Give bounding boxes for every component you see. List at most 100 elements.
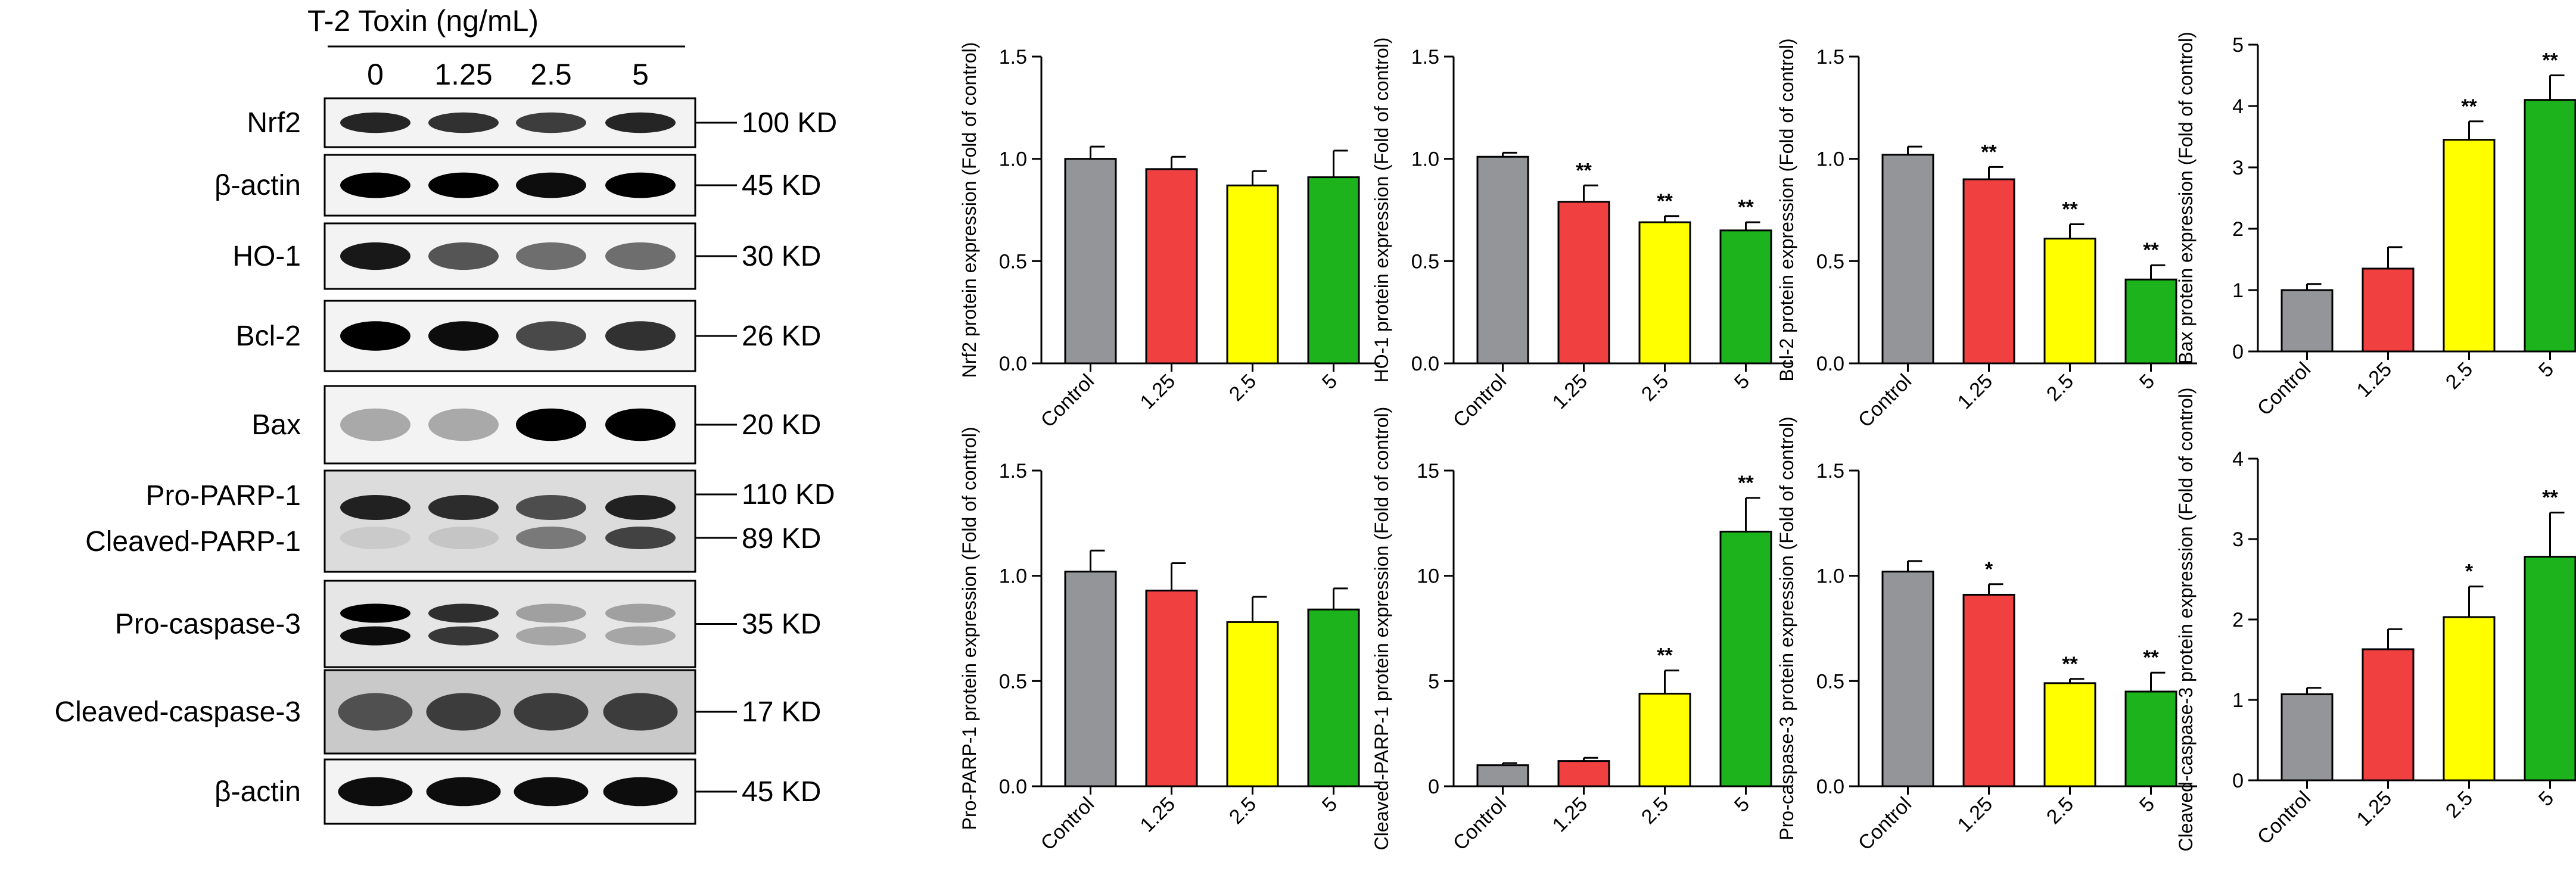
blot-band [605,408,676,441]
blot-band [605,603,676,623]
bar-5 [2124,690,2177,787]
y-tick-label: 15 [1417,460,1439,482]
x-tick-label: 2.5 [2042,370,2078,406]
blot-row: β-actin 45 KD [214,154,821,217]
bar-chart: 0 5 10 15 Cleaved-PARP-1 protein expression … [1371,407,1792,855]
blot-band [516,408,586,441]
blot-band [428,527,499,549]
x-tick-label: 5 [1730,793,1754,817]
y-tick-label: 0 [2232,770,2244,792]
x-tick-label: 5 [2534,787,2558,811]
x-tick-label: 1.25 [1135,370,1180,414]
bar-2_5 [2443,139,2496,353]
mw-label: 100 KD [742,107,837,139]
bar-control [2281,693,2334,782]
x-tick-label: 2.5 [1637,793,1673,829]
bar-chart: 0.0 0.5 1.0 1.5 Pro-caspase-3 protein expres… [1776,416,2197,855]
bar-chart: 0.0 0.5 1.0 1.5 Pro-PARP-1 protein expressio… [959,426,1380,855]
x-tick-label: 2.5 [1637,370,1673,406]
blot-row: Cleaved-caspase-3 17 KD [54,669,821,755]
blot-band [426,777,501,807]
x-tick-label: Control [1854,793,1916,855]
significance-marker: ** [1738,196,1754,219]
bar-5 [1719,530,1772,787]
bar-5 [1307,608,1360,787]
blot-band [340,408,410,441]
y-tick-label: 0.5 [999,250,1027,273]
bar-2_5 [2043,682,2096,787]
x-tick-label: 1.25 [1548,793,1592,837]
x-tick-label: Control [1854,370,1916,432]
x-tick-label: 1.25 [1953,793,1997,837]
protein-label: Cleaved-caspase-3 [54,696,301,728]
y-tick-label: 1.0 [999,148,1027,171]
blot-band [516,603,586,623]
bar-1_25 [1557,201,1610,365]
y-tick-label: 1.0 [1411,148,1439,171]
bar-control [1476,764,1529,787]
y-axis-label: Bax protein expression (Fold of control) [2175,32,2197,364]
y-tick-label: 0.5 [1816,250,1844,273]
blot-band [338,777,413,807]
blot-row: Nrf2 100 KD [247,97,837,148]
x-tick-label: 2.5 [1225,793,1261,829]
blot-band [605,112,676,133]
mw-label: 30 KD [742,241,821,272]
x-tick-label: 5 [1730,370,1754,394]
bar-2_5 [2443,616,2496,782]
blot-band [605,626,676,646]
bar-5 [2524,556,2576,782]
blot-band [428,321,499,351]
blot-band [340,603,410,623]
protein-label: β-actin [214,776,301,808]
x-tick-label: 2.5 [1225,370,1261,406]
y-tick-label: 1.5 [999,46,1027,69]
lane-label: 1.25 [434,58,492,91]
bar-1_25 [2362,267,2415,353]
blot-band [516,527,586,549]
blot-panel [323,469,696,573]
mw-label: 17 KD [742,696,821,728]
blot-band [605,172,676,198]
x-tick-label: 5 [2135,370,2159,394]
blot-band [340,242,410,270]
bar-5 [2124,278,2177,365]
blot-band [516,112,586,133]
bar-2_5 [1226,621,1279,787]
y-axis-label: HO-1 protein expression (Fold of control… [1371,38,1392,383]
blot-header: T-2 Toxin (ng/mL) [307,4,539,38]
bar-chart: 0 1 2 3 4 Cleaved-caspase-3 protein expressio… [2175,387,2576,852]
blot-band [516,172,586,198]
y-tick-label: 1.5 [1816,46,1844,69]
x-tick-label: 5 [1318,370,1342,394]
y-tick-label: 1.0 [1816,565,1844,588]
bar-5 [1719,229,1772,365]
x-tick-label: Control [1449,793,1511,855]
blot-panel [323,580,696,668]
bar-control [1064,571,1117,787]
significance-marker: ** [2062,653,2078,675]
y-tick-label: 0.5 [1816,670,1844,693]
significance-marker: ** [1738,472,1754,494]
x-tick-label: Control [1037,370,1099,432]
blot-band [605,321,676,351]
x-tick-label: Control [1449,370,1511,432]
x-tick-label: 2.5 [2441,787,2477,823]
x-tick-label: 1.25 [1548,370,1592,414]
protein-label: Bcl-2 [236,320,301,352]
y-tick-label: 0.0 [999,776,1027,798]
blot-row: Pro-PARP-1 Cleaved-PARP-1 110 KD 89 KD [85,469,835,573]
significance-marker: ** [2143,646,2159,669]
blot-band [428,112,499,133]
bar-1_25 [1962,593,2015,787]
significance-marker: ** [2143,239,2159,261]
blot-band [514,693,589,731]
significance-marker: ** [2062,198,2078,221]
y-axis-label: Cleaved-PARP-1 protein expression (Fold … [1371,407,1392,851]
blot-row: Bax 20 KD [251,385,821,465]
protein-label: Nrf2 [247,107,301,139]
x-tick-label: 5 [1318,793,1342,817]
blot-band [605,495,676,520]
blot-band [428,626,499,646]
